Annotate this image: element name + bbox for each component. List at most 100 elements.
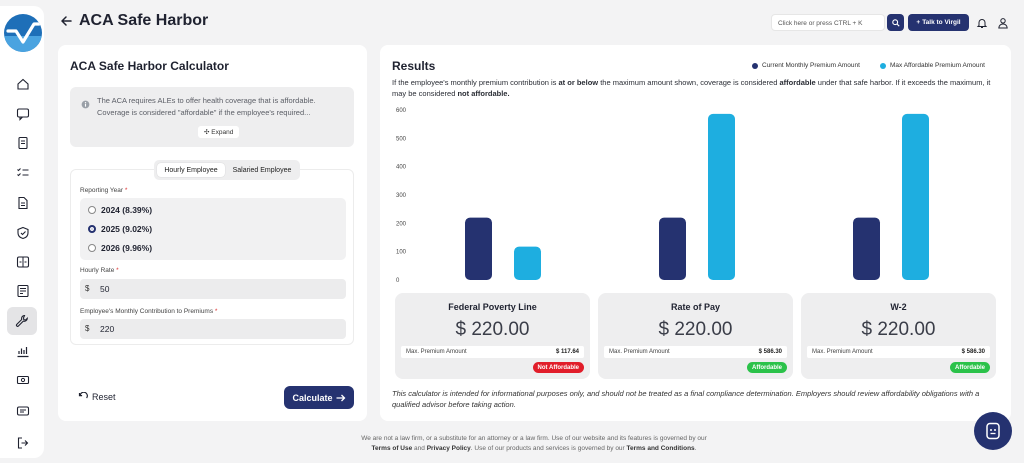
assistant-fab-button[interactable] xyxy=(974,412,1012,450)
status-badge: Affordable xyxy=(747,362,787,373)
contribution-value: 220 xyxy=(100,324,115,334)
calculate-button[interactable]: Calculate xyxy=(284,386,354,409)
sidebar-item-document[interactable] xyxy=(9,131,37,155)
sidebar-item-file[interactable] xyxy=(9,191,37,215)
desc-bold-1: at or below xyxy=(558,78,599,87)
legend-swatch xyxy=(752,62,758,69)
reporting-year-label: Reporting Year * xyxy=(80,187,127,194)
bar-max-2[interactable] xyxy=(902,113,929,280)
reporting-year-radio-group: 2024 (8.39%) 2025 (9.02%) 2026 (9.96%) xyxy=(80,198,346,260)
chart-icon xyxy=(17,347,29,358)
y-tick-label: 200 xyxy=(396,221,407,227)
bar-current-2[interactable] xyxy=(853,217,880,280)
sidebar-item-money[interactable] xyxy=(9,368,37,392)
expand-button[interactable]: ✣ Expand xyxy=(198,126,240,138)
result-card-title: W-2 xyxy=(890,302,907,312)
tab-salaried-employee[interactable]: Salaried Employee xyxy=(232,166,292,174)
logout-icon xyxy=(17,437,29,449)
max-premium-label: Max. Premium Amount xyxy=(609,349,670,355)
talk-to-virgil-button[interactable]: + Talk to Virgil xyxy=(908,14,969,31)
expand-icon: ✣ xyxy=(204,129,210,136)
bell-icon[interactable] xyxy=(976,16,988,28)
bar-chart: 0 100 200 300 400 500 600 xyxy=(396,108,929,284)
form-icon xyxy=(17,284,29,298)
reset-button[interactable]: Reset xyxy=(78,392,116,402)
radio-label: 2025 (9.02%) xyxy=(101,224,153,234)
hourly-rate-input[interactable]: $ 50 xyxy=(80,279,346,299)
money-icon xyxy=(16,375,30,385)
terms-of-use-link[interactable]: Terms of Use xyxy=(371,444,413,452)
max-premium-value: $ 117.64 xyxy=(555,349,579,355)
assistant-icon xyxy=(986,422,1000,440)
result-card-w2: W-2 $ 220.00 Max. Premium Amount $ 586.3… xyxy=(801,293,996,379)
contribution-input[interactable]: $ 220 xyxy=(80,319,346,339)
tab-hourly-employee[interactable]: Hourly Employee xyxy=(157,163,225,177)
back-arrow-icon[interactable] xyxy=(60,14,72,32)
user-settings-icon[interactable] xyxy=(997,16,1009,29)
y-tick-label: 400 xyxy=(396,165,407,171)
sidebar-item-checklist[interactable] xyxy=(9,161,37,185)
desc-part-1: If the employee's monthly premium contri… xyxy=(392,78,559,87)
file-icon xyxy=(18,196,28,210)
sidebar-item-message[interactable] xyxy=(9,400,37,424)
message-icon xyxy=(16,406,30,416)
bar-max-0[interactable] xyxy=(514,246,541,280)
radio-button[interactable] xyxy=(88,244,96,252)
hourly-rate-label-text: Hourly Rate xyxy=(80,267,115,274)
bar-current-0[interactable] xyxy=(465,217,492,280)
reporting-year-label-text: Reporting Year xyxy=(80,187,124,194)
info-text: The ACA requires ALEs to offer health co… xyxy=(97,95,347,119)
footer-line-2: Terms of Use and Privacy Policy. Use of … xyxy=(300,444,768,454)
privacy-policy-link[interactable]: Privacy Policy xyxy=(426,444,471,452)
sidebar-item-form[interactable] xyxy=(9,279,37,303)
expand-label: Expand xyxy=(211,129,234,136)
legend-item-max: Max Affordable Premium Amount xyxy=(880,62,985,69)
currency-prefix: $ xyxy=(85,324,90,333)
disclaimer-text: This calculator is intended for informat… xyxy=(392,389,980,409)
y-tick-label: 600 xyxy=(396,108,407,114)
max-premium-label: Max. Premium Amount xyxy=(406,349,467,355)
legend-item-current: Current Monthly Premium Amount xyxy=(752,62,860,69)
home-icon xyxy=(17,78,29,90)
reset-icon xyxy=(78,392,88,399)
results-title: Results xyxy=(392,59,436,73)
radio-year-2025[interactable]: 2025 (9.02%) xyxy=(88,224,152,234)
radio-button[interactable] xyxy=(88,206,96,214)
terms-and-conditions-link[interactable]: Terms and Conditions xyxy=(626,444,695,452)
result-card-title: Federal Poverty Line xyxy=(448,302,537,312)
chat-icon xyxy=(16,108,30,121)
legend-label: Max Affordable Premium Amount xyxy=(890,62,985,69)
sidebar-item-compare[interactable] xyxy=(9,250,37,274)
results-description: If the employee's monthly premium contri… xyxy=(392,77,1004,99)
search-button[interactable] xyxy=(887,14,904,31)
search-input[interactable]: Click here or press CTRL + K xyxy=(771,14,885,31)
y-tick-label: 0 xyxy=(396,278,400,284)
radio-year-2026[interactable]: 2026 (9.96%) xyxy=(88,243,152,253)
footer-line-2-text: . Use of our products and services is go… xyxy=(470,444,627,452)
bar-max-1[interactable] xyxy=(708,113,735,280)
footer-end: . xyxy=(694,444,697,452)
sidebar-item-logout[interactable] xyxy=(9,431,37,455)
brand-logo[interactable] xyxy=(4,14,42,52)
result-card-title: Rate of Pay xyxy=(670,302,721,312)
bar-current-1[interactable] xyxy=(659,217,686,280)
currency-prefix: $ xyxy=(85,284,90,293)
radio-year-2024[interactable]: 2024 (8.39%) xyxy=(88,205,152,215)
sidebar-item-shield[interactable] xyxy=(9,221,37,245)
legend-swatch xyxy=(880,62,886,69)
legend-label: Current Monthly Premium Amount xyxy=(762,62,860,69)
checklist-icon xyxy=(17,168,29,177)
sidebar-item-wrench[interactable] xyxy=(7,307,37,335)
desc-bold-2: affordable xyxy=(779,78,816,87)
sidebar-item-chart[interactable] xyxy=(9,339,37,363)
sidebar-item-chat[interactable] xyxy=(9,102,37,126)
talk-to-virgil-label: Talk to Virgil xyxy=(922,19,961,26)
radio-button-selected[interactable] xyxy=(88,225,96,233)
y-tick-label: 100 xyxy=(396,250,407,256)
result-card-rate-of-pay: Rate of Pay $ 220.00 Max. Premium Amount… xyxy=(598,293,793,379)
max-premium-value: $ 586.30 xyxy=(961,349,985,355)
info-line-1: The ACA requires ALEs to offer health co… xyxy=(97,96,316,105)
sidebar-item-home[interactable] xyxy=(9,72,37,96)
desc-part-3: under that safe harbor. If it exceeds th… xyxy=(392,78,991,98)
calculator-title: ACA Safe Harbor Calculator xyxy=(70,59,229,73)
